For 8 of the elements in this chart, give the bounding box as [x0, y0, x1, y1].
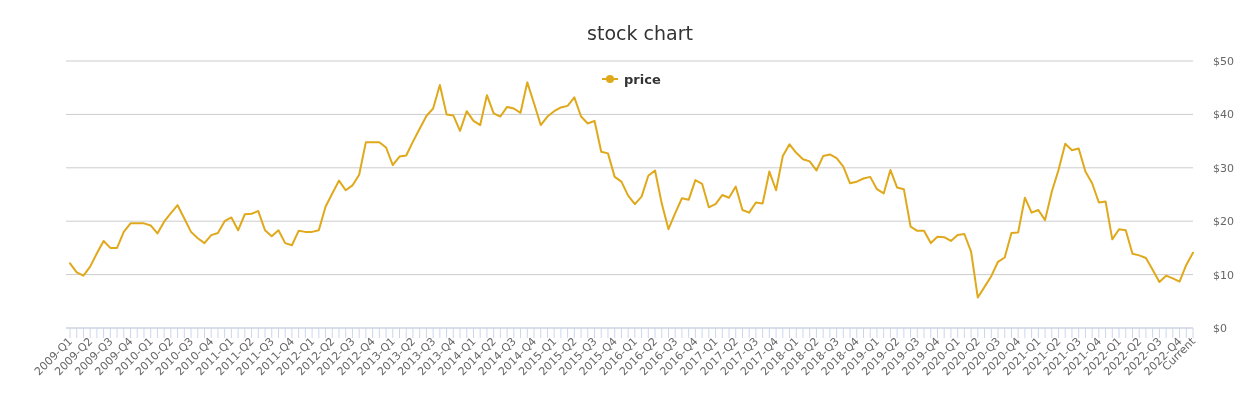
y-tick-label: $20: [1213, 215, 1234, 229]
y-tick-label: $30: [1213, 161, 1234, 175]
y-tick-label: $50: [1213, 55, 1234, 68]
chart-title: stock chart: [587, 22, 693, 44]
legend-label: price: [624, 72, 661, 87]
y-tick-label: $10: [1213, 268, 1234, 282]
y-tick-label: $40: [1213, 108, 1234, 122]
y-tick-label: $0: [1213, 322, 1227, 335]
